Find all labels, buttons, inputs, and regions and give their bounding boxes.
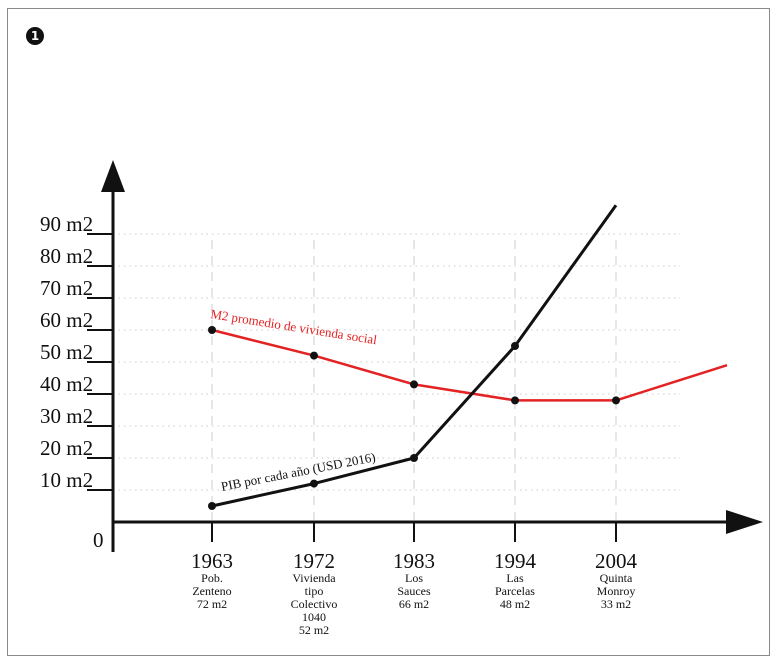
y-tick-label: 40 m2	[40, 372, 93, 396]
y-tick-label: 90 m2	[40, 212, 93, 236]
x-tick-label: 1963	[191, 549, 233, 573]
x-sublabel: 1040	[302, 610, 326, 624]
x-sublabel: Zenteno	[192, 584, 231, 598]
data-point-m2	[511, 396, 519, 405]
x-sublabel: Monroy	[597, 584, 636, 598]
data-point-m2	[612, 396, 620, 405]
x-sublabel: 52 m2	[299, 623, 329, 637]
figure-frame	[7, 8, 770, 656]
y-tick-label: 20 m2	[40, 436, 93, 460]
y-tick-label: 0	[93, 528, 104, 552]
x-tick-label: 2004	[595, 549, 638, 573]
x-sublabel: 33 m2	[601, 597, 631, 611]
y-ticks: 0 10 m2 20 m2 30 m2 40 m2 50 m2 60 m2 70 m2 80 m…	[40, 212, 113, 552]
x-sublabel: Sauces	[397, 584, 431, 598]
axes	[101, 160, 763, 552]
series-labels: M2 promedio de vivienda social PIB por c…	[210, 306, 379, 494]
x-tick-label: 1994	[494, 549, 537, 573]
x-sublabel: Colectivo	[291, 597, 338, 611]
y-tick-label: 50 m2	[40, 340, 93, 364]
x-sublabel: Parcelas	[495, 584, 535, 598]
x-sublabel: 72 m2	[197, 597, 227, 611]
x-tick-label: 1972	[293, 549, 335, 573]
series	[208, 204, 728, 510]
x-sublabel: 66 m2	[399, 597, 429, 611]
x-sublabel: Vivienda	[292, 571, 336, 585]
y-tick-label: 30 m2	[40, 404, 93, 428]
figure-number-badge: 1	[26, 27, 44, 45]
data-point-m2	[310, 351, 318, 360]
series-label-m2: M2 promedio de vivienda social	[210, 306, 379, 347]
y-tick-label: 80 m2	[40, 244, 93, 268]
series-line-m2	[211, 328, 728, 402]
data-point-pib	[410, 454, 418, 462]
x-sublabel: tipo	[305, 584, 324, 598]
grid	[113, 233, 680, 520]
x-sublabel: Pob.	[201, 571, 223, 585]
data-point-m2	[410, 380, 418, 389]
y-tick-label: 70 m2	[40, 276, 93, 300]
y-tick-label: 60 m2	[40, 308, 93, 332]
data-point-pib	[208, 502, 216, 510]
y-axis-arrow	[101, 160, 125, 192]
x-sublabel: Las	[506, 571, 524, 585]
x-sublabel: Los	[405, 571, 423, 585]
x-sublabel: Quinta	[600, 571, 633, 585]
data-point-m2	[208, 326, 216, 334]
x-sublabel: 48 m2	[500, 597, 530, 611]
x-tick-label: 1983	[393, 549, 435, 573]
y-tick-label: 10 m2	[40, 468, 93, 492]
x-axis-arrow	[726, 510, 763, 534]
data-point-pib	[310, 479, 318, 488]
data-point-pib	[511, 342, 519, 350]
